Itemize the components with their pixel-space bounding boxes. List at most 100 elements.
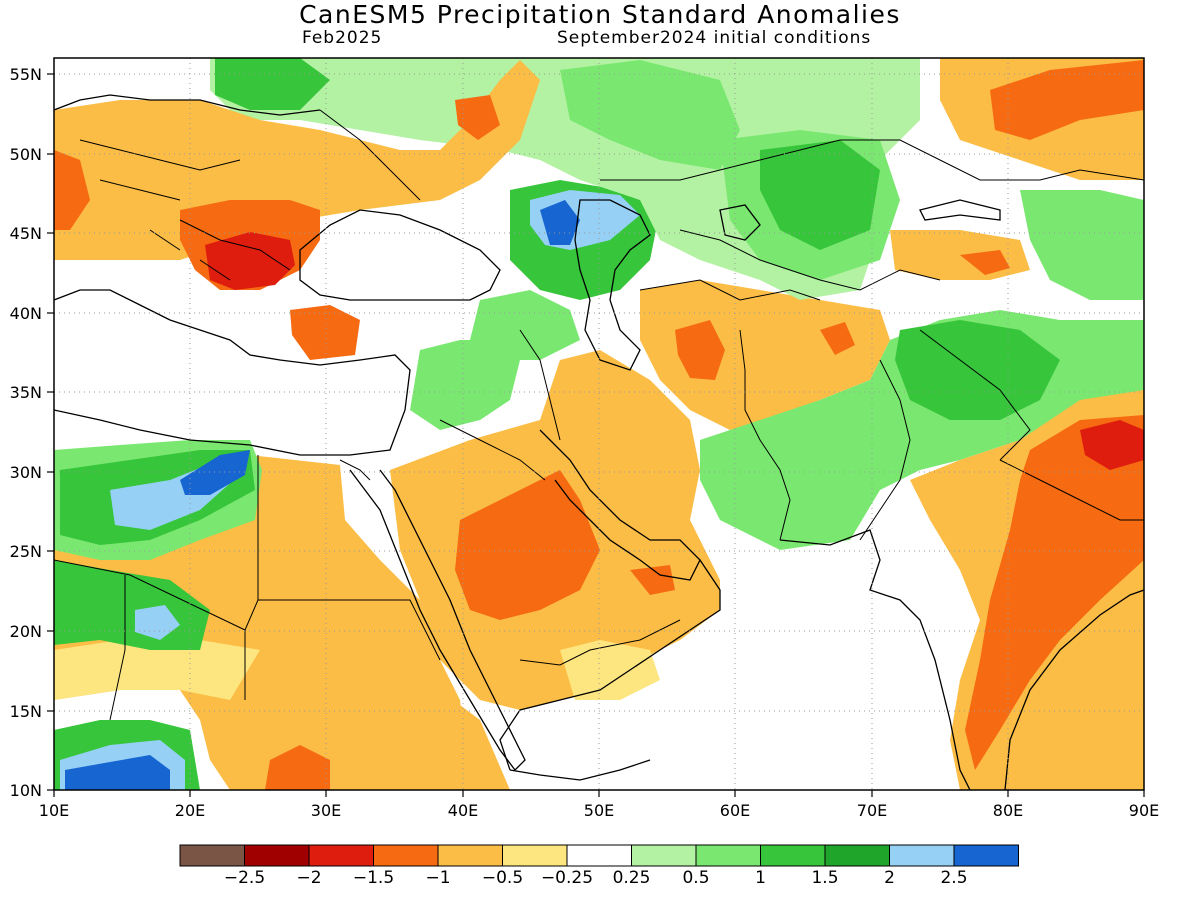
libya-egypt-border bbox=[244, 455, 259, 700]
legend-swatch bbox=[437, 844, 503, 867]
anomaly-region-yemen-light bbox=[560, 640, 660, 700]
anomaly-region-ukraine-wet bbox=[215, 58, 330, 110]
y-tick-label: 15N bbox=[10, 702, 42, 721]
legend-label: −0.5 bbox=[481, 868, 524, 888]
x-tick-label: 20E bbox=[175, 801, 205, 820]
saudi-yemen-border bbox=[519, 619, 681, 666]
lake-balkhash-coastline bbox=[919, 199, 1001, 221]
anomaly-region-iran-very-dry bbox=[675, 320, 725, 380]
legend-swatch bbox=[502, 844, 568, 867]
anomaly-region-kazakh-steppe-wet bbox=[760, 140, 880, 250]
european-coastline bbox=[54, 94, 321, 116]
anomaly-field bbox=[54, 58, 1144, 790]
egypt-coast-sinai bbox=[339, 459, 371, 481]
horn-of-africa-coastline bbox=[509, 759, 651, 781]
legend-label: 1 bbox=[755, 868, 766, 888]
legend-swatch bbox=[824, 844, 890, 867]
legend-label: 2.5 bbox=[940, 868, 968, 888]
x-tick-label: 10E bbox=[39, 801, 69, 820]
mongolia-russia-border bbox=[1039, 169, 1144, 181]
anomaly-region-europe-dry bbox=[54, 60, 540, 260]
indian-coastline bbox=[779, 529, 971, 790]
x-tick-label: 80E bbox=[993, 801, 1023, 820]
anomaly-region-europe-very-dry bbox=[54, 150, 90, 230]
anomaly-region-caspian-extreme-wet bbox=[540, 200, 580, 245]
x-tick-label: 60E bbox=[720, 801, 750, 820]
anomaly-region-xinjiang-very-dry bbox=[960, 250, 1010, 275]
anomaly-region-sudan-dry bbox=[265, 745, 330, 790]
anomaly-region-chad-very-wet bbox=[135, 605, 180, 640]
anomaly-region-himalaya-wet bbox=[895, 320, 1060, 420]
anomaly-region-afghanistan-very-dry bbox=[820, 322, 855, 355]
kazakhstan-southern-border bbox=[679, 229, 941, 291]
turkmenistan-border bbox=[639, 279, 821, 301]
anomaly-region-sahel-light bbox=[54, 640, 260, 700]
y-tick-label: 45N bbox=[10, 224, 42, 243]
caspian-sea-coastline bbox=[574, 199, 651, 371]
y-tick-label: 10N bbox=[10, 781, 42, 800]
y-tick-label: 35N bbox=[10, 383, 42, 402]
legend-swatch bbox=[631, 844, 697, 867]
arabian-sea-coastline bbox=[499, 559, 721, 771]
anomaly-region-turkey-very-dry bbox=[290, 305, 360, 360]
legend-swatch bbox=[308, 844, 374, 867]
y-tick-label: 55N bbox=[10, 65, 42, 84]
legend-label: 2 bbox=[884, 868, 895, 888]
initial-conditions: September2024 initial conditions bbox=[557, 28, 872, 48]
india-nepal-border bbox=[999, 459, 1144, 521]
aral-sea-coastline bbox=[719, 204, 761, 241]
legend-swatch bbox=[373, 844, 439, 867]
forecast-month: Feb2025 bbox=[302, 28, 383, 48]
legend-swatch bbox=[889, 844, 955, 867]
legend-label: −0.25 bbox=[540, 868, 594, 888]
black-sea-coastline bbox=[299, 209, 501, 301]
coastlines-and-borders bbox=[54, 94, 1144, 790]
anomaly-region-volga-wet bbox=[560, 60, 740, 170]
anomaly-region-balkans-extreme-dry bbox=[205, 232, 295, 290]
legend-label: −2 bbox=[296, 868, 322, 888]
legend-label: −1.5 bbox=[352, 868, 395, 888]
anomaly-region-tibet-very-dry bbox=[965, 415, 1144, 770]
legend-label: −2.5 bbox=[223, 868, 266, 888]
egypt-sudan-border bbox=[258, 599, 441, 661]
anomaly-region-iran-dry bbox=[640, 280, 890, 430]
y-tick-label: 40N bbox=[10, 304, 42, 323]
anomaly-region-mongolia-wet bbox=[1020, 190, 1144, 300]
anomaly-region-arabia-very-dry bbox=[455, 470, 600, 620]
x-tick-label: 50E bbox=[584, 801, 614, 820]
legend-swatch bbox=[695, 844, 761, 867]
iran-iraq-border bbox=[519, 329, 561, 441]
y-tick-label: 30N bbox=[10, 463, 42, 482]
saudi-iraq-border bbox=[439, 419, 546, 481]
india-pakistan-border bbox=[859, 359, 911, 541]
y-tick-label: 50N bbox=[10, 145, 42, 164]
y-tick-label: 20N bbox=[10, 622, 42, 641]
legend-swatch bbox=[179, 844, 245, 867]
ukraine-russia-border bbox=[319, 109, 421, 201]
chad-sudan-border bbox=[109, 575, 126, 721]
x-axis-labels: 10E 20E 30E 40E 50E 60E 70E 80E 90E bbox=[39, 801, 1159, 820]
russia-kazakhstan-border bbox=[600, 139, 1040, 181]
axis-ticks bbox=[47, 73, 1145, 797]
legend-label: 0.5 bbox=[682, 868, 710, 888]
map-gridlines bbox=[54, 58, 1144, 790]
central-europe-borders bbox=[79, 139, 241, 201]
x-tick-label: 30E bbox=[311, 801, 341, 820]
anomaly-region-siberia-very-dry bbox=[990, 60, 1144, 140]
anomaly-region-oman-very-dry bbox=[630, 565, 675, 595]
china-western-border bbox=[919, 329, 1031, 461]
chad-niger-border bbox=[54, 559, 246, 631]
persian-gulf-coastline bbox=[539, 429, 701, 581]
anomaly-region-central-africa-extreme-wet bbox=[65, 755, 170, 790]
map-title: CanESM5 Precipitation Standard Anomalies bbox=[299, 0, 901, 29]
legend-swatch bbox=[953, 844, 1019, 867]
legend-swatch bbox=[566, 844, 632, 867]
y-axis-labels: 10N 15N 20N 25N 30N 35N 40N 45N 50N 55N bbox=[10, 65, 42, 800]
y-tick-label: 25N bbox=[10, 542, 42, 561]
legend-label: −1 bbox=[425, 868, 451, 888]
anomaly-region-ukraine-dry bbox=[455, 95, 500, 140]
x-tick-label: 90E bbox=[1129, 801, 1159, 820]
bay-of-bengal-coastline bbox=[1004, 589, 1144, 790]
anomaly-region-horn-dry bbox=[380, 690, 510, 790]
anomaly-region-iraq-wet bbox=[410, 340, 520, 430]
